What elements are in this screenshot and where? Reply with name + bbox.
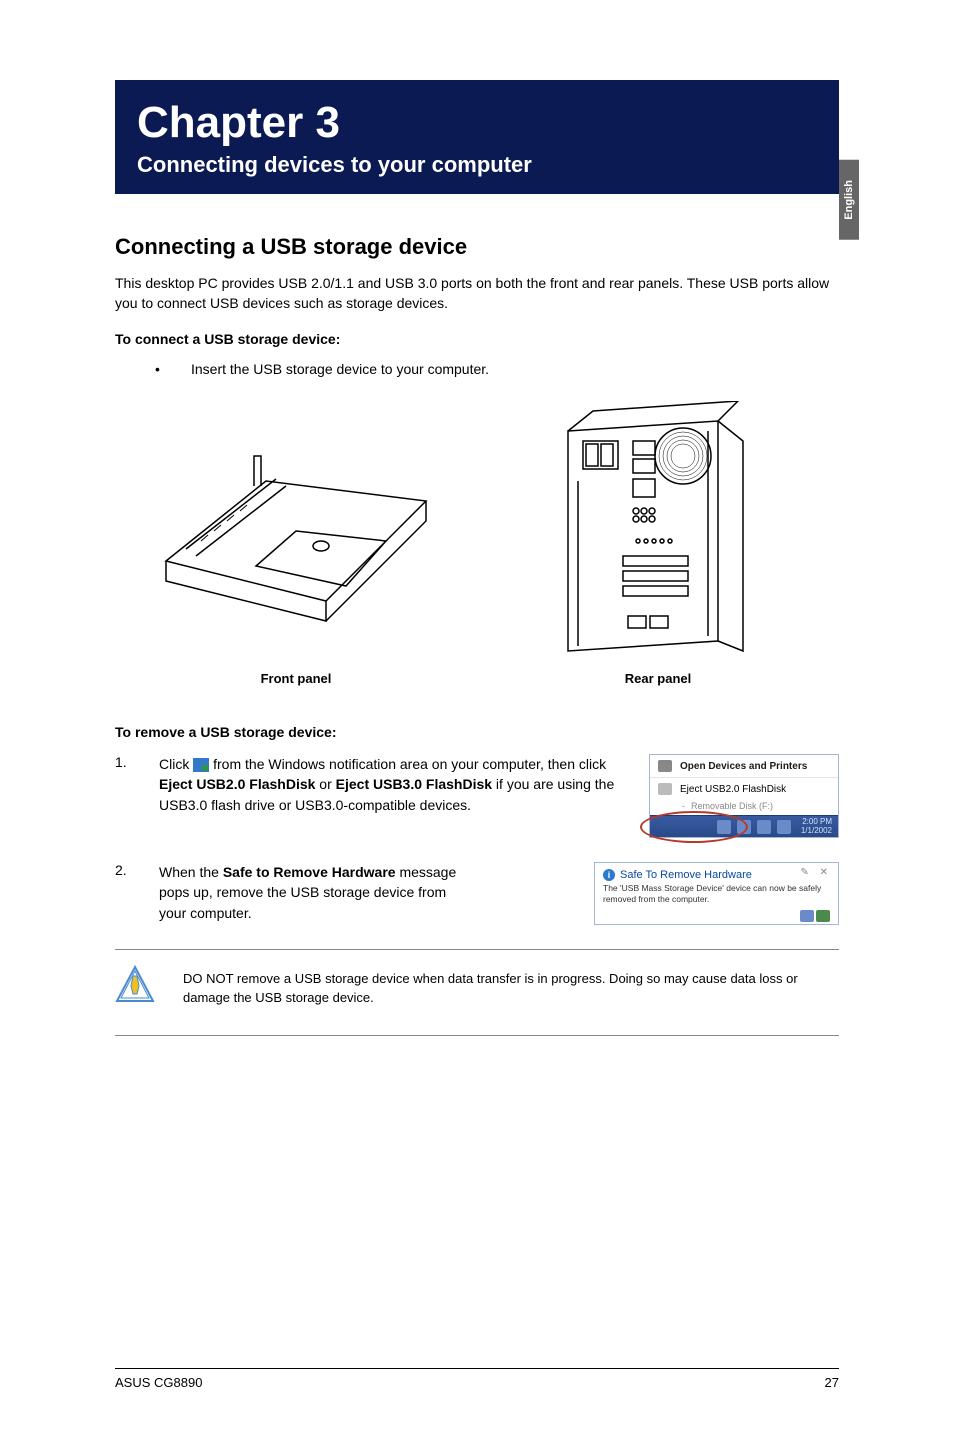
step-2-number: 2. xyxy=(115,862,159,878)
step-1-text: Click from the Windows notification area… xyxy=(159,754,639,815)
chapter-subtitle: Connecting devices to your computer xyxy=(137,152,817,178)
step-1-number: 1. xyxy=(115,754,159,770)
safe-remove-notification[interactable]: ✎ ✕ i Safe To Remove Hardware The 'USB M… xyxy=(594,862,839,925)
info-icon: i xyxy=(603,869,615,881)
tray-clock: 2:00 PM 1/1/2002 xyxy=(797,818,832,836)
tray-icon[interactable] xyxy=(757,820,771,834)
tray-icon[interactable] xyxy=(777,820,791,834)
chapter-title: Chapter 3 xyxy=(137,98,817,148)
warning-text: DO NOT remove a USB storage device when … xyxy=(183,964,839,1006)
front-panel-label: Front panel xyxy=(146,671,446,686)
front-panel-illustration xyxy=(146,401,446,661)
panels-row xyxy=(115,401,839,661)
rear-panel-label: Rear panel xyxy=(508,671,808,686)
tray-icon xyxy=(816,910,830,922)
notification-body: The 'USB Mass Storage Device' device can… xyxy=(603,883,830,904)
footer-page-number: 27 xyxy=(825,1375,839,1390)
language-tab: English xyxy=(839,160,859,240)
remove-heading: To remove a USB storage device: xyxy=(115,724,839,740)
warning-row: DO NOT remove a USB storage device when … xyxy=(115,964,839,1016)
notification-tray xyxy=(603,908,830,922)
rear-panel-illustration xyxy=(508,401,808,661)
notification-controls[interactable]: ✎ ✕ xyxy=(800,867,832,878)
taskbar: 2:00 PM 1/1/2002 xyxy=(650,815,838,837)
section-intro: This desktop PC provides USB 2.0/1.1 and… xyxy=(115,274,839,313)
usb-icon xyxy=(658,783,672,795)
menu-open-devices[interactable]: Open Devices and Printers xyxy=(650,755,838,778)
section-heading: Connecting a USB storage device xyxy=(115,234,839,260)
step-2-row: 2. When the Safe to Remove Hardware mess… xyxy=(115,862,839,925)
highlight-circle xyxy=(640,811,748,843)
notification-title: Safe To Remove Hardware xyxy=(620,869,752,881)
notification-title-row: i Safe To Remove Hardware xyxy=(603,869,830,881)
divider xyxy=(115,1035,839,1036)
devices-icon xyxy=(658,760,672,772)
tray-eject-icon xyxy=(193,758,209,772)
divider xyxy=(115,949,839,950)
warning-icon xyxy=(115,964,155,1004)
connect-bullet-row: • Insert the USB storage device to your … xyxy=(155,361,839,377)
connect-heading: To connect a USB storage device: xyxy=(115,331,839,347)
tray-icon xyxy=(800,910,814,922)
panel-labels: Front panel Rear panel xyxy=(115,671,839,686)
page-footer: ASUS CG8890 27 xyxy=(115,1368,839,1390)
chapter-banner: Chapter 3 Connecting devices to your com… xyxy=(115,80,839,194)
eject-context-menu[interactable]: Open Devices and Printers Eject USB2.0 F… xyxy=(649,754,839,838)
connect-bullet-text: Insert the USB storage device to your co… xyxy=(191,361,489,377)
footer-model: ASUS CG8890 xyxy=(115,1375,202,1390)
menu-eject-flashdisk[interactable]: Eject USB2.0 FlashDisk xyxy=(650,778,838,797)
step-2-text: When the Safe to Remove Hardware message… xyxy=(159,862,469,923)
step-1-row: 1. Click from the Windows notification a… xyxy=(115,754,839,838)
bullet-icon: • xyxy=(155,361,191,377)
